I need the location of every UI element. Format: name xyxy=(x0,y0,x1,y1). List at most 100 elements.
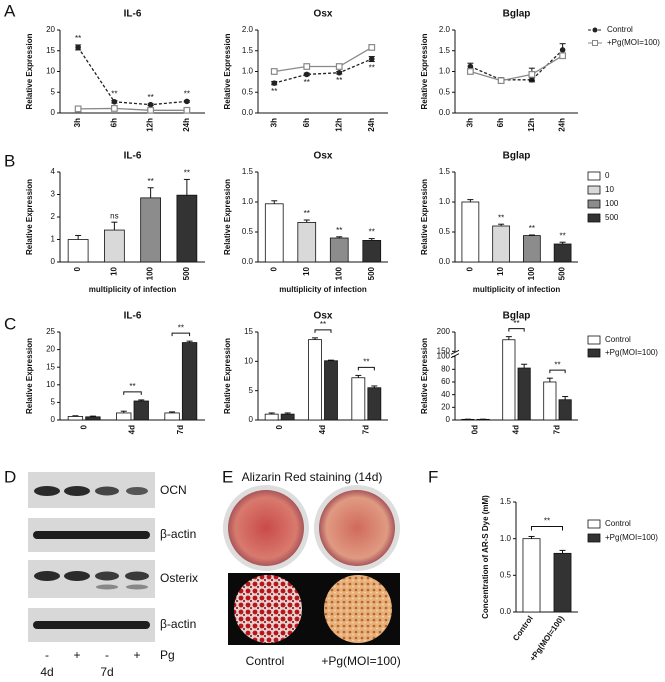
x-tick-label: Control xyxy=(511,614,535,642)
bar xyxy=(116,412,132,421)
bar xyxy=(324,360,338,421)
y-tick-label: 1.5 xyxy=(439,46,451,55)
x-tick-label: 7d xyxy=(176,425,185,434)
y-tick-label: 4 xyxy=(51,167,56,176)
band xyxy=(126,487,148,495)
bar xyxy=(492,225,510,263)
legend-swatch xyxy=(587,171,601,181)
line xyxy=(274,46,373,73)
y-tick-label: 10 xyxy=(244,356,253,365)
bar xyxy=(461,201,480,263)
bar xyxy=(67,416,84,421)
y-tick-label: 1.0 xyxy=(242,67,254,76)
annotation: ** xyxy=(304,78,310,87)
bracket xyxy=(357,366,375,371)
lane-label: - xyxy=(105,648,109,662)
marker xyxy=(270,68,278,75)
y-tick-label: 1.0 xyxy=(242,197,254,206)
bar xyxy=(164,412,180,421)
chart-title: Osx xyxy=(314,151,333,162)
band xyxy=(125,571,149,581)
x-tick-label: 500 xyxy=(558,266,567,280)
bar xyxy=(522,538,541,613)
y-tick-label: 10 xyxy=(46,67,55,76)
annotation: ** xyxy=(184,169,190,178)
band xyxy=(34,486,60,496)
y-tick-label: 15 xyxy=(244,327,253,336)
annotation: ** xyxy=(178,323,184,332)
annotation: ** xyxy=(560,231,566,240)
lane-label: - xyxy=(45,648,49,662)
y-tick-label: 0.5 xyxy=(500,570,512,579)
bar xyxy=(553,552,572,613)
x-tick-label: 6h xyxy=(496,118,505,127)
y-tick-label: 60 xyxy=(441,377,450,386)
y-tick-label: 0 xyxy=(249,415,254,424)
x-tick-label: 12h xyxy=(146,118,155,132)
bar xyxy=(181,342,198,421)
y-tick-label: 2.0 xyxy=(242,25,254,34)
panel-label: D xyxy=(4,467,16,486)
marker xyxy=(183,106,191,114)
marker xyxy=(467,63,474,70)
legend-swatch xyxy=(587,213,601,223)
y-tick-label: 5 xyxy=(249,386,254,395)
line xyxy=(77,47,187,106)
x-tick-label: 3h xyxy=(465,118,474,127)
marker xyxy=(74,105,82,113)
x-tick-label: 0 xyxy=(465,266,474,271)
legend-label: 0 xyxy=(605,171,610,180)
y-tick-label: 3 xyxy=(51,190,56,199)
bar xyxy=(176,194,198,263)
x-tick-label: 0d xyxy=(471,425,480,434)
time-label: 7d xyxy=(100,665,113,679)
marker xyxy=(559,47,566,53)
legend-label: 500 xyxy=(605,213,619,222)
axis-break xyxy=(451,352,459,356)
y-tick-label: 10 xyxy=(46,380,55,389)
bar xyxy=(264,203,284,263)
y-tick-label: 40 xyxy=(441,390,450,399)
marker xyxy=(497,77,505,85)
x-tick-label: 4d xyxy=(318,425,327,434)
y-tick-label: 1.5 xyxy=(242,46,254,55)
x-axis-label: multiplicity of infection xyxy=(89,285,177,294)
x-tick-label: 4d xyxy=(512,425,521,434)
staining: Alizarin Red staining (14d) Control +Pg(… xyxy=(223,470,401,668)
bracket xyxy=(314,329,332,333)
panel-label: C xyxy=(4,314,16,333)
annotation: ** xyxy=(304,209,310,218)
chart-title: Bglap xyxy=(503,9,531,20)
bar xyxy=(517,367,531,421)
x-tick-label: 3h xyxy=(73,118,82,127)
x-tick-label: 4d xyxy=(128,425,137,434)
panel-label: F xyxy=(428,467,438,486)
legend-swatch xyxy=(587,199,601,209)
y-tick-label: 0.5 xyxy=(439,87,451,96)
annotation: ** xyxy=(369,64,375,73)
micrograph xyxy=(324,575,392,643)
bar xyxy=(558,399,572,421)
annotation: ** xyxy=(271,87,277,96)
y-tick-label: 2 xyxy=(51,212,56,221)
x-tick-label: 0 xyxy=(79,424,88,429)
band xyxy=(34,571,60,581)
marker xyxy=(466,68,474,75)
y-tick-label: 0 xyxy=(446,415,451,424)
legend-label: +Pg(MOI=100) xyxy=(605,533,658,542)
annotation: ** xyxy=(148,177,154,186)
y-tick-label: 25 xyxy=(46,327,55,336)
bar xyxy=(329,237,349,263)
y-tick-label: 1 xyxy=(51,235,56,244)
legend-label: Control xyxy=(605,519,631,528)
x-axis-label: multiplicity of infection xyxy=(279,285,367,294)
annotation: ** xyxy=(529,224,535,233)
bracket xyxy=(549,369,566,374)
band-label: Osterix xyxy=(160,571,198,585)
dish xyxy=(228,490,304,566)
marker xyxy=(368,44,376,51)
y-tick-label: 5 xyxy=(51,398,56,407)
bar xyxy=(85,416,101,421)
annotation: ** xyxy=(148,93,154,102)
annotation: ** xyxy=(336,226,342,235)
